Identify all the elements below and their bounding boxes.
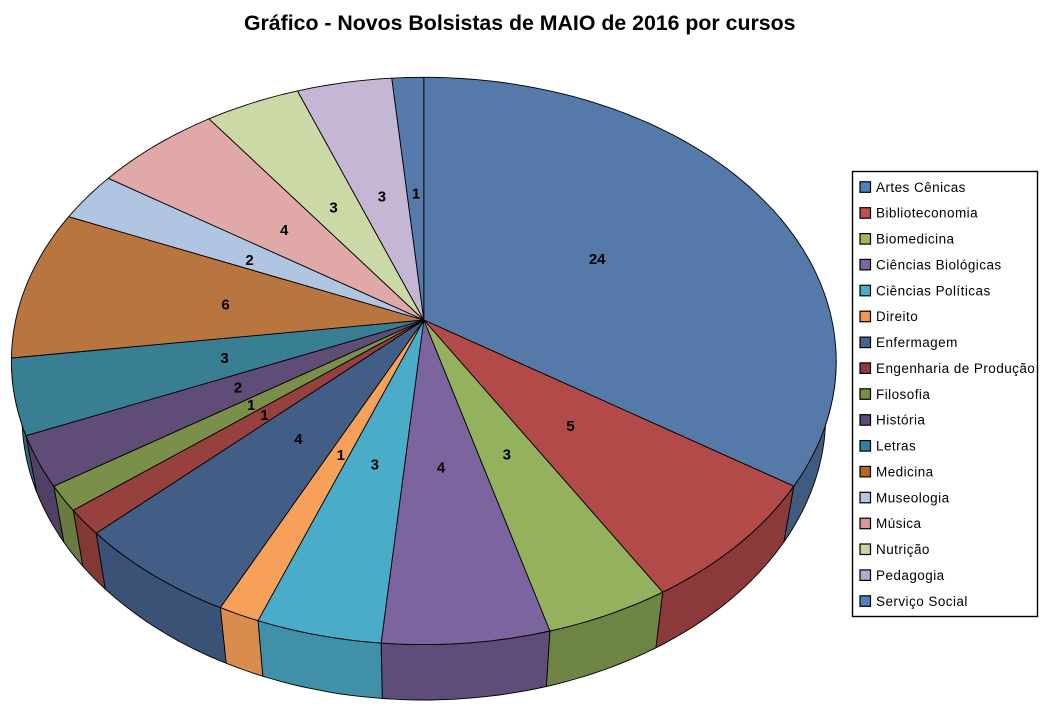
svg-text:4: 4 — [280, 222, 289, 239]
svg-text:Biblioteconomia: Biblioteconomia — [876, 206, 978, 221]
svg-text:Letras: Letras — [876, 439, 916, 454]
svg-text:Serviço Social: Serviço Social — [876, 594, 968, 609]
svg-text:Medicina: Medicina — [876, 464, 934, 479]
svg-text:24: 24 — [589, 251, 606, 268]
svg-text:Ciências Biológicas: Ciências Biológicas — [876, 257, 1002, 272]
svg-text:3: 3 — [329, 200, 337, 217]
svg-text:Engenharia de Produção: Engenharia de Produção — [876, 361, 1035, 376]
svg-text:1: 1 — [260, 407, 268, 424]
svg-text:Filosofia: Filosofia — [876, 387, 930, 402]
svg-text:Nutrição: Nutrição — [876, 542, 930, 557]
svg-text:6: 6 — [221, 297, 229, 314]
svg-text:4: 4 — [437, 459, 446, 476]
svg-text:3: 3 — [220, 350, 228, 367]
svg-text:2: 2 — [234, 379, 242, 396]
svg-text:Gráfico - Novos Bolsistas de M: Gráfico - Novos Bolsistas de MAIO de 201… — [244, 11, 796, 35]
svg-text:3: 3 — [503, 446, 511, 463]
svg-text:Ciências Políticas: Ciências Políticas — [876, 283, 991, 298]
svg-text:4: 4 — [294, 431, 303, 448]
svg-text:1: 1 — [337, 447, 345, 464]
svg-text:Pedagogia: Pedagogia — [876, 568, 945, 583]
svg-text:História: História — [876, 413, 925, 428]
svg-text:Música: Música — [876, 516, 922, 531]
svg-text:5: 5 — [566, 418, 574, 435]
svg-text:Biomedicina: Biomedicina — [876, 232, 955, 247]
svg-text:1: 1 — [412, 186, 420, 203]
svg-text:Direito: Direito — [876, 309, 918, 324]
svg-text:1: 1 — [247, 397, 255, 414]
svg-text:Enfermagem: Enfermagem — [876, 335, 958, 350]
svg-text:Artes Cênicas: Artes Cênicas — [876, 180, 966, 195]
svg-text:Museologia: Museologia — [876, 490, 950, 505]
svg-text:3: 3 — [378, 189, 386, 206]
svg-text:3: 3 — [371, 456, 379, 473]
svg-text:2: 2 — [245, 252, 253, 269]
